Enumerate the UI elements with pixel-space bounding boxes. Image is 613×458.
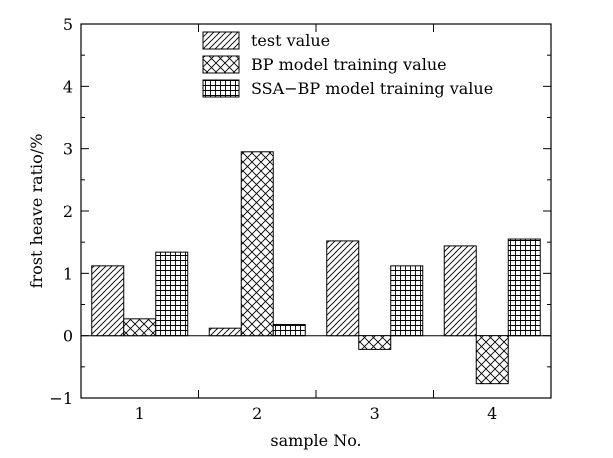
y-tick-label: 1 [63,264,73,283]
bar-series-3-sample-4 [507,238,541,337]
bar-series-1-sample-1 [91,265,125,337]
y-tick-label: 5 [63,15,73,34]
legend-swatch-test-value [202,31,240,50]
y-tick-label: −1 [49,389,73,408]
y-tick-label: 4 [63,77,73,96]
legend-label-ssa-bp-model: SSA−BP model training value [251,79,493,98]
bar-series-1-sample-4 [443,245,477,337]
y-tick-label: 3 [63,140,73,159]
x-tick-label: 3 [370,404,380,423]
bar-series-3-sample-3 [390,265,424,337]
legend-label-bp-model: BP model training value [251,55,447,74]
y-tick-label: 0 [63,327,73,346]
legend-swatch-bp-model [202,55,240,74]
legend-label-test-value: test value [251,31,330,50]
y-axis: −1 0 1 2 3 4 5 [49,15,551,408]
bar-series-2-sample-2 [240,151,274,337]
legend: test value BP model training value SSA−B… [202,31,493,98]
bar-series-3-sample-2 [272,323,306,337]
x-tick-label: 4 [487,404,497,423]
x-tick-label: 2 [252,404,262,423]
bar-series-2-sample-3 [358,335,392,350]
bar-series-1-sample-2 [208,327,242,337]
y-tick-label: 2 [63,202,73,221]
bar-series-2-sample-1 [123,318,157,337]
bars [91,151,541,385]
bar-series-1-sample-3 [326,240,360,337]
bar-series-3-sample-1 [155,251,189,337]
bar-series-2-sample-4 [475,335,509,385]
y-axis-label: frost heave ratio/% [27,134,46,289]
legend-swatch-ssa-bp-model [202,79,240,98]
x-axis: 1 2 3 4 [135,24,497,423]
x-tick-label: 1 [135,404,145,423]
x-axis-label: sample No. [270,431,361,450]
